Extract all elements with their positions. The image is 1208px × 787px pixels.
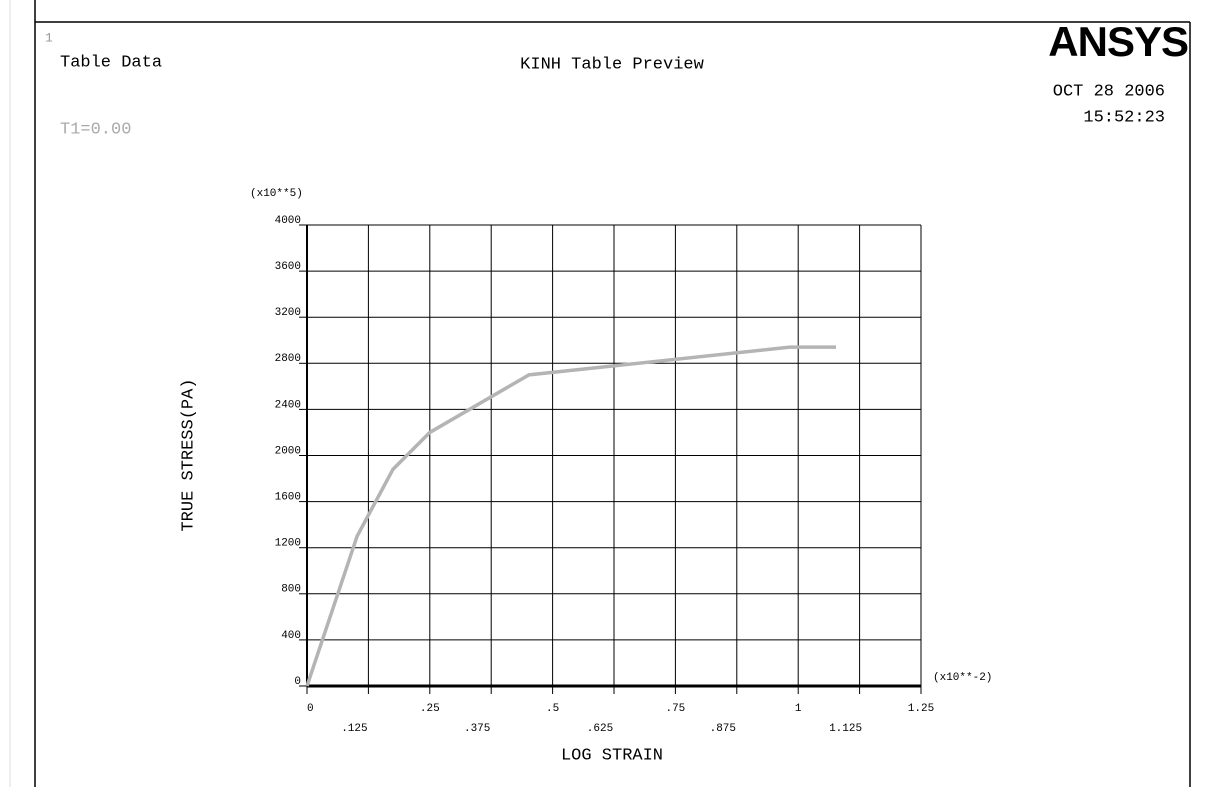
- chart-title: KINH Table Preview: [520, 55, 704, 74]
- x-tick-label: .25: [420, 703, 440, 715]
- x-tick-label: 1.25: [908, 703, 934, 715]
- x-tick-label: .375: [464, 723, 490, 735]
- x-tick-label: .75: [665, 703, 685, 715]
- date: OCT 28 2006: [1053, 82, 1165, 101]
- y-multiplier: (x10**5): [250, 188, 303, 200]
- x-tick-label: 1.125: [829, 723, 862, 735]
- y-tick-label: 4000: [275, 215, 301, 227]
- window-number: 1: [45, 30, 53, 45]
- y-tick-label: 2400: [275, 399, 301, 411]
- x-tick-label: .5: [546, 703, 559, 715]
- y-tick-label: 800: [281, 584, 301, 596]
- y-tick-label: 2000: [275, 445, 301, 457]
- y-tick-label: 3600: [275, 261, 301, 273]
- x-tick-label: .625: [587, 723, 613, 735]
- y-tick-label: 2800: [275, 353, 301, 365]
- x-tick-label: .125: [341, 723, 367, 735]
- time-label: T1=0.00: [60, 120, 131, 139]
- x-tick-label: 0: [307, 703, 314, 715]
- y-tick-label: 0: [294, 676, 301, 688]
- data-line: [305, 345, 837, 687]
- x-axis-label: LOG STRAIN: [561, 746, 663, 765]
- y-tick-label: 400: [281, 630, 301, 642]
- logo: ANSYS: [1048, 18, 1188, 65]
- x-tick-label: 1: [795, 703, 802, 715]
- y-axis-label: TRUE STRESS(PA): [179, 378, 198, 531]
- x-tick-label: .875: [710, 723, 736, 735]
- y-tick-label: 1600: [275, 492, 301, 504]
- left-title: Table Data: [60, 53, 162, 72]
- y-tick-label: 3200: [275, 307, 301, 319]
- y-tick-label: 1200: [275, 538, 301, 550]
- time: 15:52:23: [1083, 108, 1165, 127]
- x-multiplier: (x10**-2): [933, 672, 992, 684]
